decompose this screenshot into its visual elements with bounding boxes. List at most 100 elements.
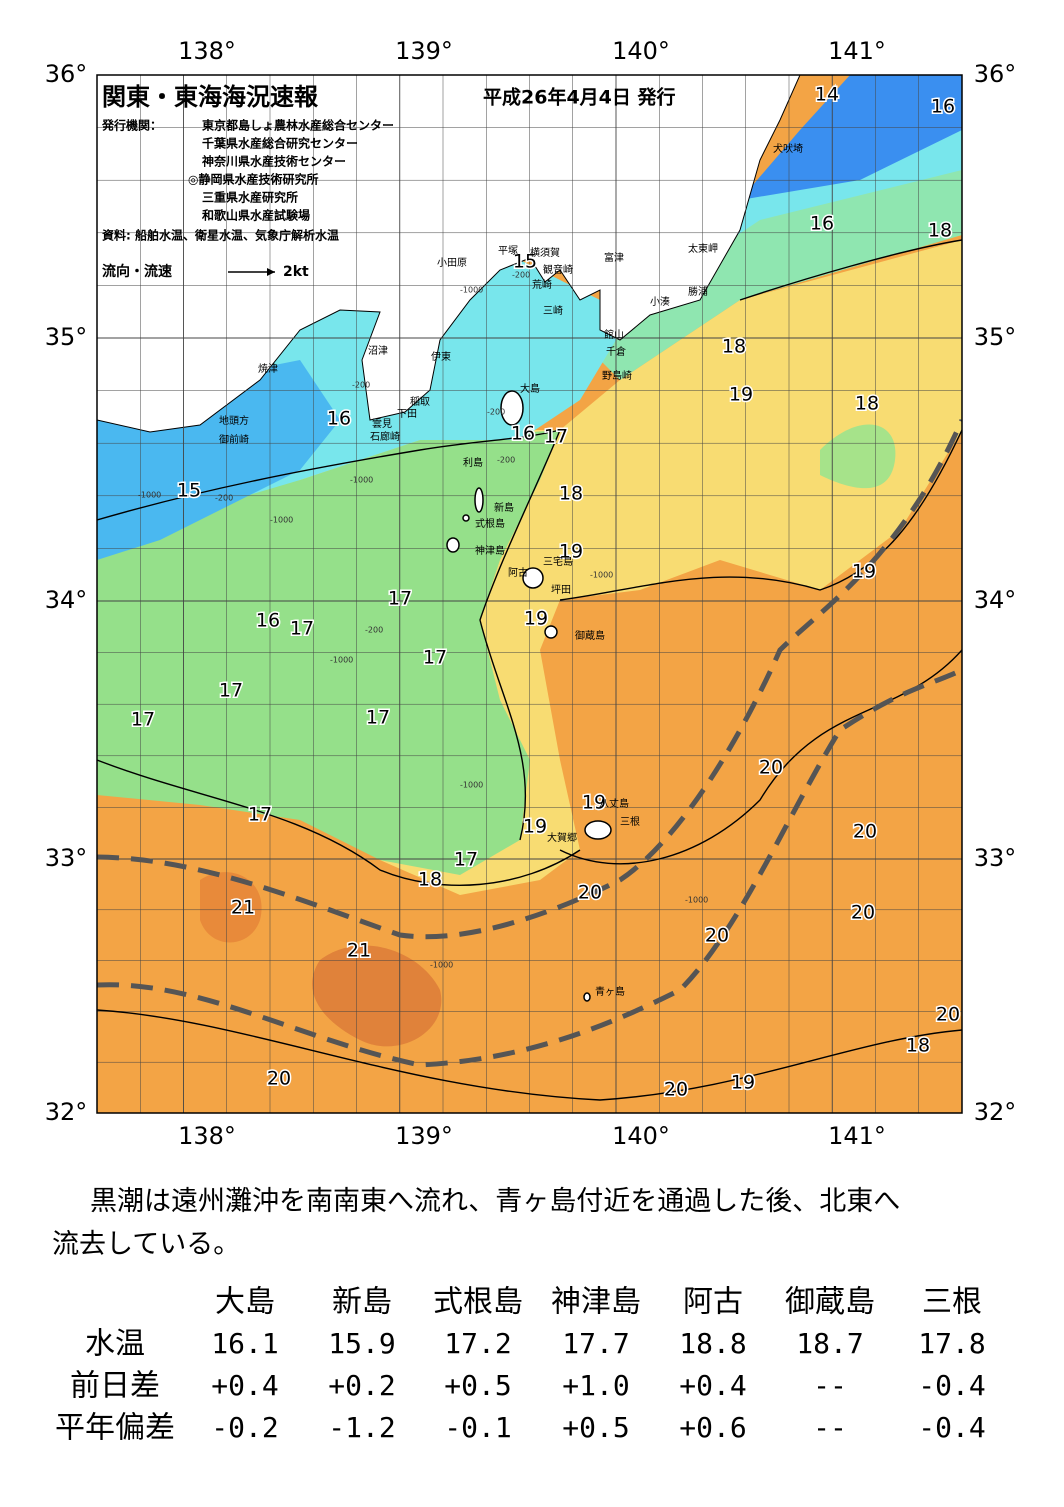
isotherm-label: 20 (759, 757, 783, 779)
depth-label: -1000 (460, 781, 483, 790)
isotherm-label: 19 (559, 541, 583, 563)
isotherm-label: 17 (423, 647, 447, 669)
place-name: 犬吠埼 (773, 142, 803, 155)
island (462, 514, 470, 522)
table-cell: -1.2 (328, 1411, 395, 1444)
legend-speed: 2kt (283, 264, 309, 280)
table-cell: 18.7 (796, 1327, 863, 1360)
table-cell: +0.5 (444, 1369, 511, 1402)
table-header: 式根島 (433, 1285, 523, 1320)
isotherm-label: 18 (418, 869, 442, 891)
table-cell: 18.8 (679, 1327, 746, 1360)
isotherm-label: 17 (248, 804, 272, 826)
place-name: 観音崎 (543, 263, 573, 276)
isotherm-label: 20 (267, 1068, 291, 1090)
place-name: 坪田 (551, 583, 571, 596)
table-cell: +1.0 (562, 1369, 629, 1402)
contour (97, 1009, 962, 1101)
isotherm-label: 17 (219, 680, 243, 702)
place-name: 太東岬 (688, 242, 718, 255)
map-frame (96, 74, 963, 1114)
place-name: 三崎 (543, 304, 563, 317)
place-name: 富津 (604, 251, 624, 264)
depth-label: -1000 (270, 516, 293, 525)
place-name: 平塚 (498, 245, 518, 257)
row-label: 平年偏差 (55, 1411, 175, 1446)
isotherm-label: 20 (853, 821, 877, 843)
grid (97, 75, 962, 1113)
row-label: 前日差 (70, 1369, 160, 1404)
isotherm-label: 19 (523, 816, 547, 838)
place-name: 千倉 (606, 345, 626, 358)
place-name: 御蔵島 (575, 629, 605, 642)
table-cell: -0.1 (444, 1411, 511, 1444)
lat-label: 33° (45, 844, 88, 872)
issue-date: 平成26年4月4日 発行 (483, 86, 676, 109)
place-name: 伊東 (431, 350, 451, 363)
isotherm-label: 17 (366, 707, 390, 729)
place-name: 下田 (397, 409, 417, 420)
place-name: 横須賀 (530, 246, 560, 259)
isotherm-label: 20 (851, 902, 875, 924)
summary-text: 流去している。 (52, 1229, 240, 1260)
lat-label: 35° (974, 323, 1017, 351)
island (474, 487, 484, 513)
table-cell: -0.2 (211, 1411, 278, 1444)
isotherm-label: 20 (664, 1079, 688, 1101)
legend-arrowhead (267, 268, 275, 276)
isotherm-label: 18 (722, 336, 746, 358)
place-name: 野島崎 (602, 369, 632, 382)
island (500, 390, 524, 426)
place-name: 荒崎 (532, 278, 552, 291)
isotherm-label: 20 (705, 925, 729, 947)
depth-label: -1000 (685, 896, 708, 905)
depth-label: -1000 (430, 961, 453, 970)
table-cell: -- (813, 1369, 847, 1402)
place-name: 神津島 (475, 544, 505, 557)
island (446, 537, 460, 553)
place-name: 式根島 (475, 517, 505, 530)
island (522, 567, 544, 589)
place-name: 館山 (604, 328, 624, 341)
isotherm-label: 18 (559, 483, 583, 505)
issuer: 三重県水産研究所 (202, 190, 298, 205)
isotherm-label: 17 (290, 618, 314, 640)
table-cell: +0.4 (679, 1369, 746, 1402)
island (583, 992, 591, 1002)
isotherm-label: 20 (936, 1004, 960, 1026)
issuer: ◎静岡県水産技術研究所 (188, 172, 318, 187)
isotherm-label: 16 (511, 423, 535, 445)
table-cell: +0.4 (211, 1369, 278, 1402)
legend-label: 流向・流速 (102, 263, 172, 280)
islands (446, 390, 612, 1002)
place-name: 三根 (620, 815, 640, 828)
table-cell: 17.8 (918, 1327, 985, 1360)
cold-water (740, 75, 962, 200)
table-cell: +0.5 (562, 1411, 629, 1444)
contour (739, 239, 962, 301)
isotherm-label: 16 (931, 96, 955, 118)
cool-patch (820, 424, 896, 489)
place-name: 大島 (520, 382, 540, 395)
lon-label: 138° (178, 37, 236, 65)
sources: 資料: 船舶水温、衛星水温、気象庁解析水温 (102, 228, 339, 243)
contour (97, 759, 581, 886)
depth-label: -1000 (330, 656, 353, 665)
table-header: 新島 (332, 1285, 392, 1320)
isotherm-label: 18 (906, 1035, 930, 1057)
place-name: 勝浦 (688, 285, 708, 298)
table-cell: -- (813, 1411, 847, 1444)
isotherm-label: 17 (544, 426, 568, 448)
place-name: 阿古 (508, 566, 528, 579)
table-header: 御蔵島 (785, 1285, 875, 1320)
isotherm-label: 15 (513, 251, 537, 273)
warm-core (200, 872, 262, 943)
depth-label: -200 (215, 494, 233, 503)
lat-label: 32° (45, 1098, 88, 1126)
lon-label: 138° (178, 1122, 236, 1150)
isotherm-label: 16 (327, 408, 351, 430)
depth-label: -1000 (138, 491, 161, 500)
cool-water (580, 160, 962, 380)
